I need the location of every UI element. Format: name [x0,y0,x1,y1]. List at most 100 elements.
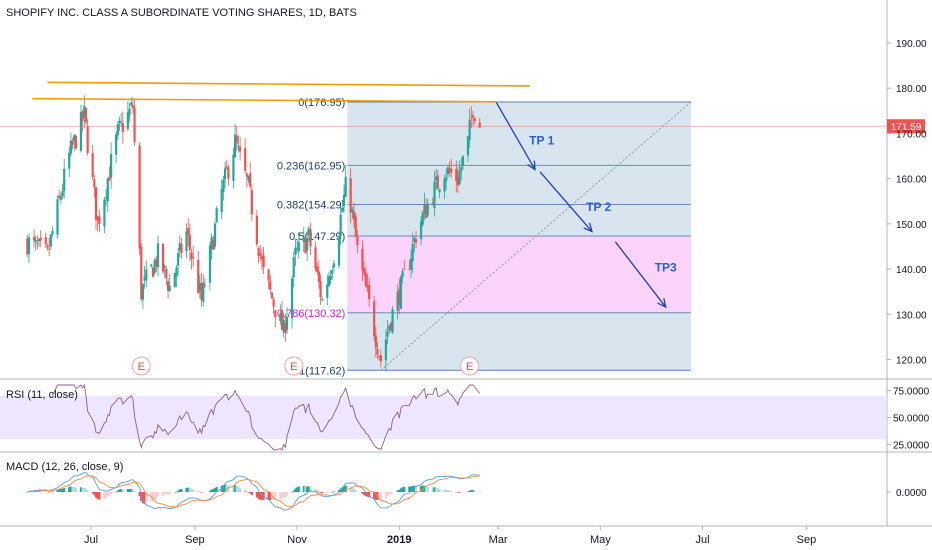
fibonacci-retracement[interactable]: 0(176.95) 0.236(162.95) 0.382(154.29) 0.5(1… [277,97,691,377]
candle-body [267,269,270,281]
candle-body [46,245,49,248]
diagonal-line [380,101,692,371]
candle-body [285,316,289,331]
candle-body [326,284,329,298]
arrow-head [583,222,593,233]
candle-body [198,282,202,291]
macd-histogram-bar [131,489,134,492]
candle-body [384,339,387,361]
price-axis[interactable]: 190.00 180.00 170.00 160.00 150.00 140.00 130.… [887,39,927,367]
macd-histogram-bar [272,492,275,500]
candle-body [94,187,98,220]
macd-histogram-bar [86,490,89,492]
candle-body [63,168,66,192]
macd-histogram-bar [391,492,394,493]
macd-histogram-bar [223,484,227,492]
macd-histogram-bar [185,488,188,492]
candle-body [316,266,319,272]
macd-histogram-bar [74,487,78,492]
chart-title: SHOPIFY INC. CLASS A SUBORDINATE VOTING … [6,7,357,19]
macd-histogram-bar [341,487,344,492]
candle-body [461,155,465,167]
candle-body [269,281,272,290]
macd-histogram-bar [378,492,381,501]
macd-histogram-bar [461,492,465,493]
candle-body [177,253,180,266]
fib-level-label: 0(176.95) [298,97,345,109]
earnings-marker[interactable] [131,356,151,376]
candle-body [458,170,461,184]
macd-histogram-bar [153,492,156,500]
macd-histogram-bar [456,492,460,493]
macd-histogram-bar [168,492,171,494]
macd-histogram-bar [282,492,285,498]
candle-body [279,313,282,321]
earnings-marker[interactable] [284,356,304,376]
candle-body [178,243,181,251]
macd-histogram-bar [180,489,183,492]
macd-histogram-bar [225,484,228,492]
fib-level-label: 1(117.62) [299,365,345,377]
target-arrow [614,241,667,308]
macd-histogram-bar [344,485,347,492]
time-tick-label: Sep [185,534,205,546]
macd-histogram-bar [106,492,109,497]
candle-body [59,196,62,200]
macd-histogram-bar [128,489,131,492]
macd-histogram-bar [332,491,336,492]
macd-histogram-bar [458,492,461,493]
macd-histogram-bar [58,489,61,492]
candle-body [270,292,274,299]
diagonal-trend-line[interactable] [380,101,692,371]
time-tick-label: Nov [287,534,307,546]
candle-body [307,228,310,236]
candle-body [36,243,39,245]
target-arrows[interactable] [495,102,667,309]
macd-histogram-bar [363,492,366,495]
candle-body [436,175,439,189]
macd-histogram-bar [39,491,42,492]
macd-line [27,472,480,511]
candle-body [389,322,393,331]
candle-body [48,248,51,250]
macd-histogram-bar [295,487,299,492]
macd-histogram-bar [143,492,146,504]
fib-level-label: 0.786(130.32) [277,308,346,320]
macd-histogram-bar [190,488,193,492]
earnings-marker[interactable] [460,356,480,376]
candle-body [86,126,89,154]
candle-body [408,268,411,270]
rsi-tick-label: 25.0000 [893,441,930,452]
candle-body [37,239,41,242]
macd-histogram-bar [354,490,357,492]
resistance-lines[interactable] [32,81,530,103]
macd-histogram-bar [473,490,476,492]
macd-histogram-bar [61,488,64,492]
candle-body [118,120,121,124]
candle-body [425,204,428,218]
macd-histogram-bar [438,488,441,492]
macd-histogram-bar [126,489,129,492]
macd-histogram-bar [178,489,181,492]
macd-histogram-bar [59,488,62,492]
candle-body [145,269,148,281]
time-axis[interactable]: Jul Sep Nov 2019 Mar May Jul Sep [84,526,816,546]
candle-body [317,271,320,283]
macd-histogram-bar [342,486,346,492]
candle-body [250,190,253,215]
candle-body [133,107,136,142]
macd-histogram-bar [63,487,66,492]
candle-body [327,276,331,286]
candle-body [403,269,406,271]
candle-body [349,178,352,213]
macd-histogram-bar [356,491,359,493]
macd-histogram-bar [115,491,118,493]
candle-body [103,199,106,227]
candle-body [378,356,381,357]
macd-histogram-bar [455,491,458,493]
candle-body [354,216,357,237]
candle-body [121,123,124,132]
candle-body [197,259,200,293]
candle-body [356,236,359,246]
